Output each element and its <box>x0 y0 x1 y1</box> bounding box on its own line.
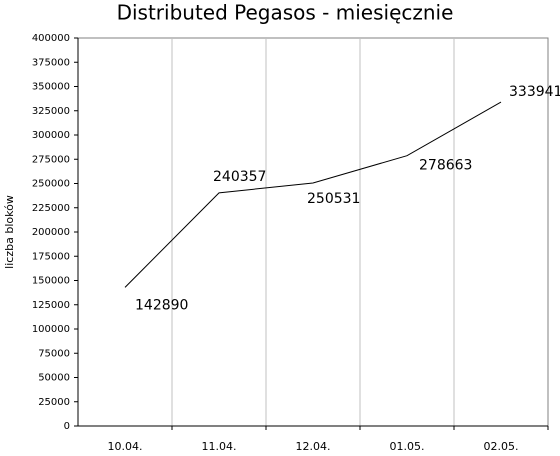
y-tick-label: 400000 <box>32 33 70 44</box>
y-tick-label: 25000 <box>38 397 70 408</box>
y-tick-label: 225000 <box>32 203 70 214</box>
y-tick-label: 200000 <box>32 227 70 238</box>
y-tick-label: 325000 <box>32 106 70 117</box>
y-tick-label: 250000 <box>32 179 70 190</box>
y-tick-label: 175000 <box>32 251 70 262</box>
y-tick-label: 375000 <box>32 57 70 68</box>
line <box>124 101 502 288</box>
data-label: 240357 <box>213 169 266 185</box>
chart-title: Distributed Pegasos - miesięcznie <box>117 1 454 25</box>
y-tick-label: 75000 <box>38 348 70 359</box>
y-tick-label: 125000 <box>32 300 70 311</box>
y-tick-label: 350000 <box>32 82 70 93</box>
y-tick-label: 275000 <box>32 154 70 165</box>
x-tick-label: 11.04. <box>202 440 237 453</box>
data-label: 142890 <box>135 297 188 313</box>
y-tick-label: 150000 <box>32 276 70 287</box>
data-label: 278663 <box>419 158 472 174</box>
data-label: 250531 <box>307 191 360 207</box>
y-tick-label: 100000 <box>32 324 70 335</box>
y-tick-label: 300000 <box>32 130 70 141</box>
y-axis-label: liczba bloków <box>3 195 16 269</box>
y-tick-label: 50000 <box>38 373 70 384</box>
x-tick-label: 02.05. <box>484 440 519 453</box>
plot-frame <box>77 37 549 427</box>
data-label: 333941 <box>509 84 560 100</box>
x-tick-label: 01.05. <box>390 440 425 453</box>
x-tick-label: 10.04. <box>108 440 143 453</box>
x-tick-label: 12.04. <box>296 440 331 453</box>
y-tick-label: 0 <box>64 421 70 432</box>
